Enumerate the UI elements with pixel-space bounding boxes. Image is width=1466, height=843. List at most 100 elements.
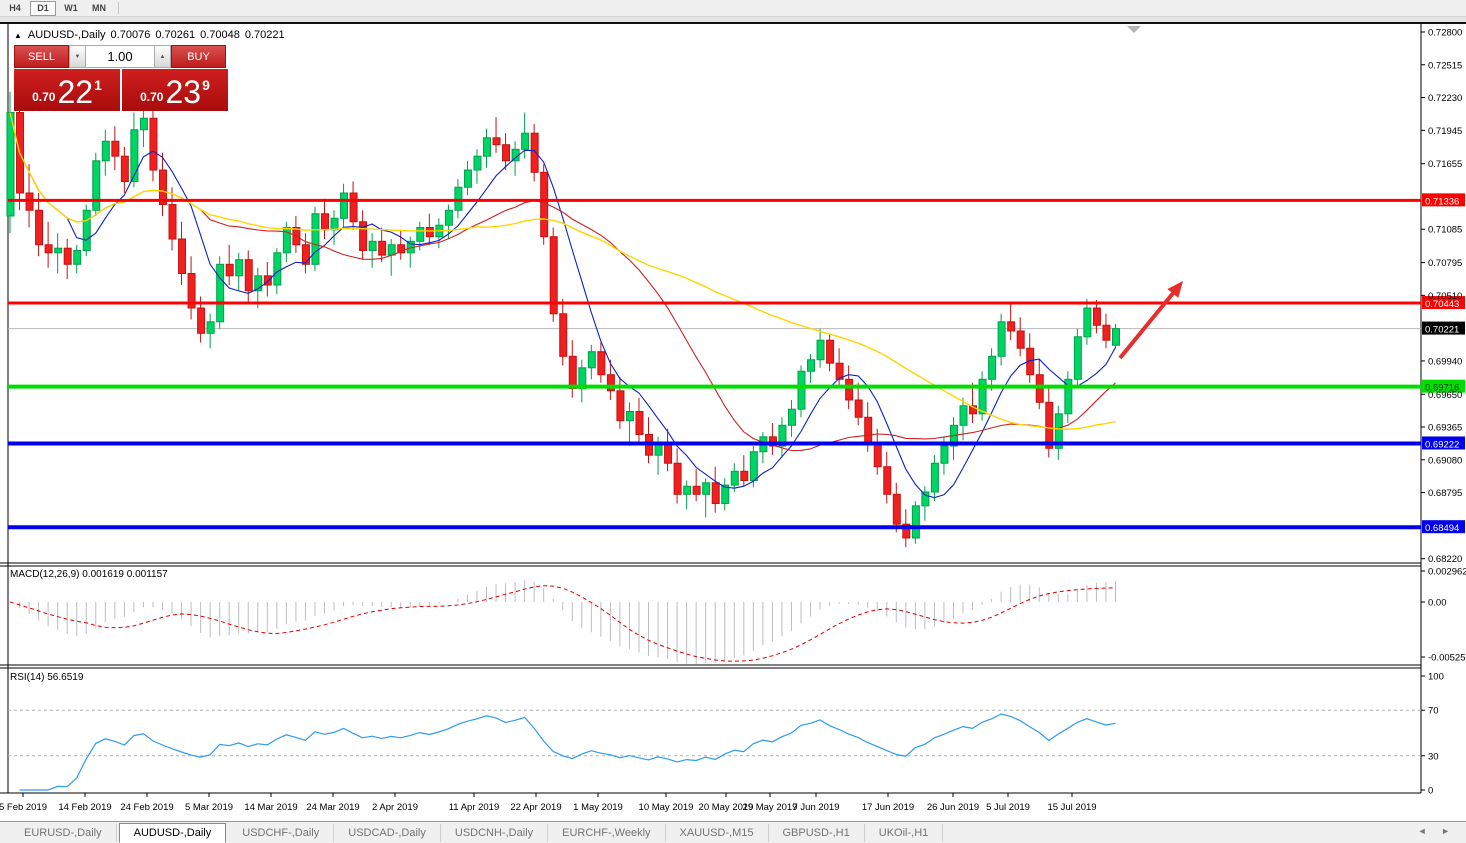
rsi-name: RSI(14) <box>10 672 45 683</box>
ohlc-high: 0.70261 <box>155 29 196 41</box>
toolbar-separator <box>118 2 119 14</box>
timeframe-button-h4[interactable]: H4 <box>9 3 21 13</box>
tab-usdcnh-daily[interactable]: USDCNH-,Daily <box>441 823 549 842</box>
buy-price-prefix: 0.70 <box>140 90 164 104</box>
svg-text:5 Mar 2019: 5 Mar 2019 <box>185 802 233 813</box>
svg-text:22 Apr 2019: 22 Apr 2019 <box>510 802 561 813</box>
volume-input[interactable] <box>86 45 154 68</box>
tab-scroll-left-icon[interactable]: ◄ <box>1417 826 1433 836</box>
svg-text:0.71945: 0.71945 <box>1428 126 1462 137</box>
panel-borders <box>0 24 1422 794</box>
svg-text:0.72800: 0.72800 <box>1428 28 1462 39</box>
sell-price-display[interactable]: 0.70 22 1 <box>14 69 120 111</box>
svg-text:0.69716: 0.69716 <box>1425 383 1459 394</box>
sell-price-prefix: 0.70 <box>32 90 56 104</box>
rsi-panel <box>8 709 1421 791</box>
svg-text:17 Jun 2019: 17 Jun 2019 <box>862 802 914 813</box>
rsi-indicator-label: RSI(14) 56.6519 <box>10 672 83 683</box>
rsi-value: 56.6519 <box>47 672 84 683</box>
svg-text:0.70795: 0.70795 <box>1428 258 1462 269</box>
svg-text:2 Apr 2019: 2 Apr 2019 <box>372 802 418 813</box>
svg-text:0.71336: 0.71336 <box>1425 196 1459 207</box>
buy-price-display[interactable]: 0.70 23 9 <box>122 69 228 111</box>
ohlc-low: 0.70048 <box>200 29 240 41</box>
candles <box>6 91 1120 548</box>
svg-text:10 May 2019: 10 May 2019 <box>639 802 694 813</box>
timeframe-button-d1[interactable]: D1 <box>30 0 56 16</box>
svg-text:14 Feb 2019: 14 Feb 2019 <box>58 802 111 813</box>
svg-text:30: 30 <box>1428 751 1439 762</box>
date-axis: 5 Feb 2019 14 Feb 2019 24 Feb 2019 5 Mar 20… <box>0 793 1097 813</box>
svg-text:7 Jun 2019: 7 Jun 2019 <box>792 802 839 813</box>
tab-gbpusd-h1[interactable]: GBPUSD-,H1 <box>769 823 865 842</box>
svg-text:0.69650: 0.69650 <box>1428 390 1462 401</box>
svg-text:0.69080: 0.69080 <box>1428 455 1462 466</box>
svg-text:0.71085: 0.71085 <box>1428 225 1462 236</box>
svg-text:0.69365: 0.69365 <box>1428 423 1462 434</box>
svg-text:0: 0 <box>1428 786 1433 797</box>
svg-text:29 May 2019: 29 May 2019 <box>743 802 798 813</box>
moving-average-50 <box>9 112 1116 431</box>
svg-text:0.68494: 0.68494 <box>1425 523 1459 534</box>
svg-text:70: 70 <box>1428 706 1439 717</box>
tab-scroll-right-icon[interactable]: ► <box>1441 826 1456 836</box>
svg-text:0.69222: 0.69222 <box>1425 439 1459 450</box>
one-click-trading-panel: SELL ▼ ▲ BUY 0.70 22 1 0.70 23 9 <box>14 45 228 111</box>
price-level-lines: 0.71336 0.70443 0.69716 0.69222 0.68494 0.702… <box>8 193 1465 534</box>
chart-window-top-edge <box>0 17 1466 24</box>
tab-ukoil-h1[interactable]: UKOil-,H1 <box>865 823 944 842</box>
sell-price-big: 22 <box>57 74 94 110</box>
tab-scroll-arrows: ◄ ► <box>1418 826 1456 836</box>
tab-usdchf-daily[interactable]: USDCHF-,Daily <box>228 823 335 842</box>
svg-text:5 Feb 2019: 5 Feb 2019 <box>0 802 47 813</box>
moving-average-7 <box>9 112 1116 499</box>
svg-text:0.72230: 0.72230 <box>1428 93 1462 104</box>
macd-values: 0.001619 0.001157 <box>82 569 168 580</box>
svg-text:0.68220: 0.68220 <box>1428 554 1462 565</box>
svg-text:24 Mar 2019: 24 Mar 2019 <box>306 802 359 813</box>
svg-text:0.002962: 0.002962 <box>1428 567 1466 578</box>
tab-eurusd-daily[interactable]: EURUSD-,Daily <box>10 823 117 842</box>
svg-text:0.68795: 0.68795 <box>1428 488 1462 499</box>
tab-eurchf-weekly[interactable]: EURCHF-,Weekly <box>548 823 666 842</box>
tab-audusd-daily[interactable]: AUDUSD-,Daily <box>118 822 227 843</box>
sell-price-pip: 1 <box>94 77 102 93</box>
svg-text:1 May 2019: 1 May 2019 <box>573 802 623 813</box>
buy-button[interactable]: BUY <box>171 45 226 68</box>
moving-average-21 <box>9 112 1116 452</box>
svg-text:0.69940: 0.69940 <box>1428 356 1462 367</box>
svg-text:0.00: 0.00 <box>1428 598 1447 609</box>
timeframe-button-w1[interactable]: W1 <box>64 3 78 13</box>
sell-button[interactable]: SELL <box>14 45 69 68</box>
svg-text:0.71655: 0.71655 <box>1428 159 1462 170</box>
svg-text:15 Jul 2019: 15 Jul 2019 <box>1047 802 1096 813</box>
svg-text:0.70443: 0.70443 <box>1425 299 1459 310</box>
svg-text:11 Apr 2019: 11 Apr 2019 <box>449 802 500 813</box>
chart-tab-bar: EURUSD-,Daily AUDUSD-,Daily USDCHF-,Dail… <box>0 821 1466 843</box>
buy-price-pip: 9 <box>202 77 210 93</box>
timeframe-button-mn[interactable]: MN <box>92 3 106 13</box>
volume-increase-icon[interactable]: ▲ <box>154 45 171 68</box>
ohlc-close: 0.70221 <box>244 29 285 41</box>
svg-text:14 Mar 2019: 14 Mar 2019 <box>244 802 297 813</box>
trend-arrow <box>1118 281 1183 360</box>
svg-text:0.72515: 0.72515 <box>1428 60 1462 71</box>
volume-decrease-icon[interactable]: ▼ <box>69 45 86 68</box>
symbol-ohlc-header: ▲ AUDUSD-,Daily 0.70076 0.70261 0.70048 0.702… <box>14 29 290 41</box>
price-axis: 0.72800 0.72515 0.72230 0.71945 0.71655 0.710… <box>1421 28 1466 797</box>
svg-text:100: 100 <box>1428 672 1444 683</box>
timeframe-toolbar: H4 D1 W1 MN <box>0 0 1466 17</box>
svg-text:20 May 2019: 20 May 2019 <box>699 802 754 813</box>
tab-usdcad-daily[interactable]: USDCAD-,Daily <box>334 823 441 842</box>
chart-shift-marker-icon[interactable] <box>1127 26 1141 33</box>
svg-text:26 Jun 2019: 26 Jun 2019 <box>927 802 979 813</box>
buy-price-big: 23 <box>165 74 202 110</box>
macd-panel <box>9 580 1116 664</box>
symbol-name: AUDUSD-,Daily <box>27 29 106 41</box>
ohlc-open: 0.70076 <box>110 29 151 41</box>
collapse-panel-icon[interactable]: ▲ <box>14 31 22 40</box>
svg-text:0.70221: 0.70221 <box>1425 325 1459 336</box>
tab-xauusd-m15[interactable]: XAUUSD-,M15 <box>666 823 769 842</box>
svg-text:5 Jul 2019: 5 Jul 2019 <box>986 802 1030 813</box>
